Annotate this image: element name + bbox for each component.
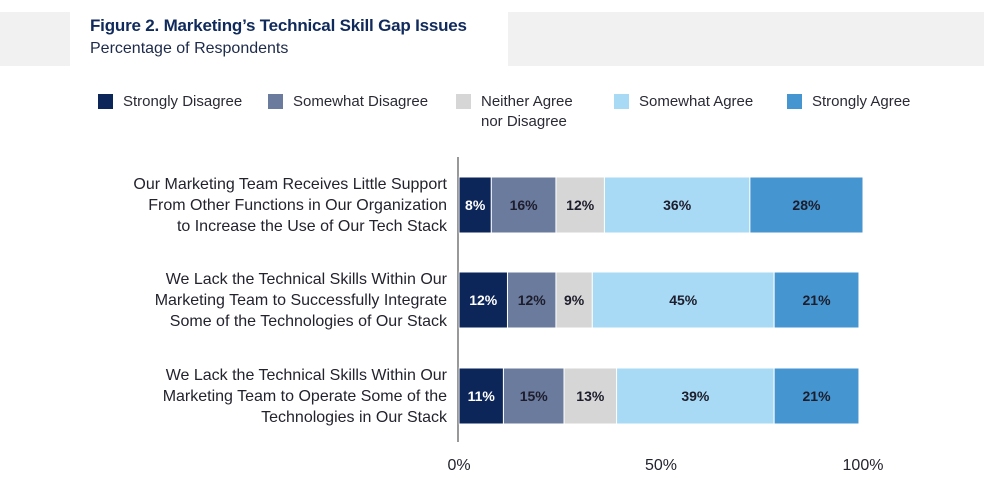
chart-subtitle: Percentage of Respondents [90,40,289,57]
header-band-left [0,12,70,66]
legend-swatch [787,94,802,109]
data-label: 13% [576,388,605,404]
bar-segment [616,367,775,425]
bar-segment [458,176,492,234]
x-tick-label: 0% [447,457,470,474]
header-band-right [508,12,984,66]
legend-swatch [614,94,629,109]
chart-title: Figure 2. Marketing’s Technical Skill Ga… [90,16,467,35]
legend-item-neither: Neither Agree nor Disagree [456,92,573,132]
legend-item-somewhat-disagree: Somewhat Disagree [268,92,428,112]
data-label: 12% [469,292,498,308]
legend-item-strongly-agree: Strongly Agree [787,92,910,112]
data-label: 39% [681,388,710,404]
data-label: 12% [518,292,547,308]
data-label: 21% [803,292,832,308]
legend-label: Strongly Disagree [123,93,243,110]
data-label: 12% [566,197,595,213]
bar-segment [490,176,557,234]
data-label: 36% [663,197,692,213]
bar-segment [603,176,751,234]
legend-label: Somewhat Disagree [293,93,429,110]
data-label: 15% [520,388,549,404]
x-tick-label: 100% [843,457,884,474]
bar-segment [563,367,618,425]
legend-swatch [456,94,471,109]
category-label: Our Marketing Team Receives Little Suppo… [133,176,448,235]
legend-item-somewhat-agree: Somewhat Agree [614,92,753,112]
chart-header: Figure 2. Marketing’s Technical Skill Ga… [90,16,467,58]
data-label: 11% [468,388,496,404]
legend-label: Strongly Agree [812,93,911,110]
bar-segment [773,271,860,329]
legend-item-strongly-disagree: Strongly Disagree [98,92,242,112]
bar-segment [749,176,864,234]
data-label: 45% [669,292,698,308]
data-label: 8% [465,197,486,213]
data-label: 28% [792,197,821,213]
bar-segment [502,367,565,425]
bar-segment [458,367,504,425]
data-label: 21% [803,388,832,404]
category-label: We Lack the Technical Skills Within Our M… [155,271,448,330]
legend-swatch [98,94,113,109]
bar-segment [555,176,605,234]
chart-legend: Strongly Disagree Somewhat Disagree Neit… [0,92,984,132]
x-tick-label: 50% [645,457,677,474]
legend-label: Neither Agree nor Disagree [481,93,573,130]
category-label: We Lack the Technical Skills Within Our M… [163,367,448,426]
data-label: 16% [510,197,539,213]
data-label: 9% [564,292,585,308]
legend-swatch [268,94,283,109]
bar-segment [458,271,508,329]
legend-label: Somewhat Agree [639,93,754,110]
bar-segment [773,367,860,425]
